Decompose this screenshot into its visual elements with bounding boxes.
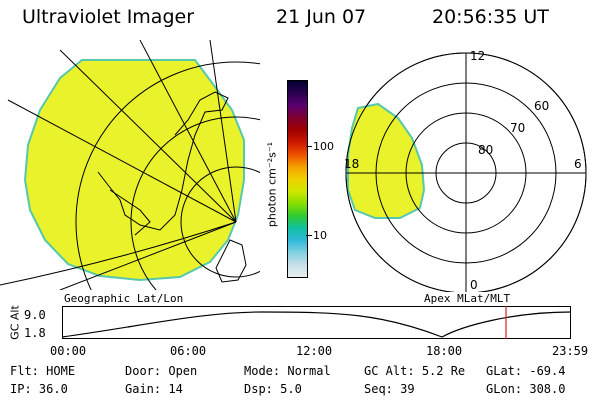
altitude-track-panel [62, 306, 572, 339]
time-tick-0: 00:00 [50, 344, 87, 358]
mlt-label-6: 6 [574, 157, 582, 171]
geographic-map [0, 40, 260, 290]
color-scale-tick-10: 10 [313, 229, 327, 242]
mlt-label-12: 12 [470, 49, 485, 63]
aurora-image-geo [23, 59, 245, 282]
polar-caption: Apex MLat/MLT [424, 292, 511, 305]
altitude-tick-max: 9.0 [24, 308, 46, 322]
aurora-oval-polar [347, 102, 426, 219]
altitude-track [62, 311, 572, 338]
lat-label-60: 60 [534, 99, 549, 113]
mlt-label-18: 18 [344, 157, 359, 171]
footer-ip: IP: 36.0 [10, 382, 68, 396]
antarctic-landmass [215, 239, 247, 283]
map-caption: Geographic Lat/Lon [64, 292, 184, 305]
altitude-axis-label: GC Alt [8, 305, 22, 340]
time-tick-1: 06:00 [170, 344, 207, 358]
observation-time: 20:56:35 UT [432, 6, 549, 28]
time-tick-2: 12:00 [296, 344, 333, 358]
altitude-tick-min: 1.8 [24, 326, 46, 340]
instrument-title: Ultraviolet Imager [22, 6, 195, 28]
color-scale-unit: photon cm⁻²s⁻¹ [265, 141, 279, 228]
footer-gain: Gain: 14 [125, 382, 183, 396]
time-tick-3: 18:00 [426, 344, 463, 358]
footer-flight: Flt: HOME [10, 364, 76, 378]
footer-glat: GLat: -69.4 [486, 364, 566, 378]
coastline [97, 91, 229, 231]
lat-label-70: 70 [510, 121, 525, 135]
time-tick-4: 23:59 [552, 344, 589, 358]
footer-glon: GLon: 308.0 [486, 382, 566, 396]
footer-mode: Mode: Normal [244, 364, 331, 378]
mlt-label-0: 0 [470, 278, 478, 292]
lat-label-80: 80 [478, 143, 493, 157]
footer-seq: Seq: 39 [364, 382, 415, 396]
color-scale-bar [287, 80, 308, 278]
observation-date: 21 Jun 07 [276, 6, 367, 28]
footer-door: Door: Open [125, 364, 198, 378]
polar-plot: 12 18 6 0 60 70 80 [344, 49, 587, 292]
color-scale-tick-100: 100 [313, 140, 334, 153]
footer-gc-alt: GC Alt: 5.2 Re [364, 364, 466, 378]
footer-dsp: Dsp: 5.0 [244, 382, 302, 396]
